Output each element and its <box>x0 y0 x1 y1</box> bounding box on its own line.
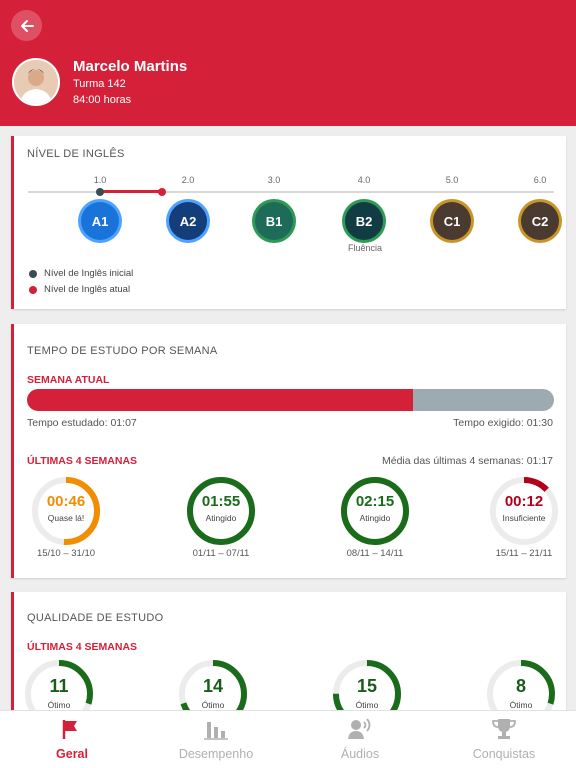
english-level-card: NÍVEL DE INGLÊS 1.0 2.0 3.0 4.0 5.0 6.0 A1 A2 B… <box>11 136 566 309</box>
required-time: Tempo exigido: 01:30 <box>453 417 553 429</box>
avatar <box>12 58 60 106</box>
week-time-value: 00:12 <box>504 493 544 510</box>
studied-time: Tempo estudado: 01:07 <box>27 417 137 429</box>
week-quality-ring: 8 Ótimo <box>485 658 557 722</box>
nav-audios-label: Áudios <box>340 747 380 761</box>
week-time-value: 02:15 <box>355 493 395 510</box>
current-week-progress-fill <box>27 389 414 411</box>
legend-current-label: Nível de Inglês atual <box>44 284 131 295</box>
study-quality-card: QUALIDADE DE ESTUDO ÚLTIMAS 4 SEMANAS 11… <box>11 592 566 722</box>
nav-desempenho-label: Desempenho <box>178 747 254 761</box>
current-week-progress-bar <box>27 389 554 411</box>
bar-chart-icon <box>204 722 228 740</box>
week-time-ring: 00:46 Quase lá! <box>30 475 102 547</box>
week-quality-ring: 14 Ótimo <box>177 658 249 722</box>
legend-initial-label: Nível de Inglês inicial <box>44 268 134 279</box>
level-badge-a1: A1 <box>81 202 119 240</box>
week-time-ring-arc <box>490 477 558 545</box>
level-badge-c1: C1 <box>433 202 471 240</box>
week-quality-ring-arc <box>25 660 93 722</box>
week-quality-status: Ótimo <box>47 700 71 710</box>
week-date-range: 15/11 – 21/11 <box>495 548 553 559</box>
study-time-card: TEMPO DE ESTUDO POR SEMANA SEMANA ATUAL … <box>11 324 566 578</box>
week-quality-status: Ótimo <box>201 700 225 710</box>
trophy-icon <box>492 719 516 739</box>
week-quality-value: 15 <box>356 676 378 696</box>
user-class: Turma 142 <box>73 78 126 90</box>
week-quality-value: 11 <box>49 676 69 696</box>
level-badge-a2: A2 <box>169 202 207 240</box>
study-quality-title: QUALIDADE DE ESTUDO <box>27 612 164 624</box>
week-date-range: 08/11 – 14/11 <box>346 548 404 559</box>
level-progress-line <box>100 190 162 193</box>
study-time-title: TEMPO DE ESTUDO POR SEMANA <box>27 345 218 357</box>
nav-conquistas-label: Conquistas <box>472 747 536 761</box>
week-time-status: Insuficiente <box>502 513 546 523</box>
week-time-ring: 00:12 Insuficiente <box>488 475 560 547</box>
bottom-navigation: Geral Desempenho Áudios Conquistas <box>0 710 576 768</box>
fluency-label: Fluência <box>347 243 383 253</box>
level-badge-c2: C2 <box>521 202 559 240</box>
week-time-ring-arc <box>187 477 255 545</box>
arrow-left-icon <box>20 19 34 32</box>
week-time-value: 01:55 <box>201 493 241 510</box>
nav-desempenho[interactable]: Desempenho <box>144 711 288 768</box>
week-quality-ring: 11 Ótimo <box>23 658 95 722</box>
legend-initial-dot <box>29 269 37 278</box>
legend-current: Nível de Inglês atual <box>29 284 130 295</box>
legend-current-dot <box>29 285 37 294</box>
level-tick: 2.0 <box>181 175 195 185</box>
week-quality-status: Ótimo <box>355 700 379 710</box>
level-tick: 4.0 <box>357 175 371 185</box>
user-hours: 84:00 horas <box>73 94 132 106</box>
week-quality-value: 8 <box>515 676 526 696</box>
quality-last-weeks-label: ÚLTIMAS 4 SEMANAS <box>27 641 138 653</box>
last-weeks-label: ÚLTIMAS 4 SEMANAS <box>27 455 138 467</box>
speaking-person-icon <box>348 718 371 739</box>
week-time-status: Quase lá! <box>47 513 85 523</box>
week-time-status: Atingido <box>359 513 391 523</box>
current-level-marker <box>157 188 166 196</box>
week-quality-ring-arc <box>179 660 247 722</box>
week-time-ring: 02:15 Atingido <box>339 475 411 547</box>
week-time-status: Atingido <box>205 513 237 523</box>
level-scale-line <box>28 191 554 193</box>
nav-geral[interactable]: Geral <box>0 711 144 768</box>
user-name: Marcelo Martins <box>73 58 188 75</box>
week-time-value: 00:46 <box>46 493 86 510</box>
week-quality-ring-arc <box>487 660 555 722</box>
flag-icon <box>62 720 77 739</box>
level-badge-b2: B2 <box>345 202 383 240</box>
nav-conquistas[interactable]: Conquistas <box>432 711 576 768</box>
current-week-label: SEMANA ATUAL <box>27 374 110 386</box>
week-date-range: 01/11 – 07/11 <box>192 548 250 559</box>
week-quality-ring: 15 Ótimo <box>331 658 403 722</box>
level-tick: 3.0 <box>267 175 281 185</box>
nav-audios[interactable]: Áudios <box>288 711 432 768</box>
nav-geral-label: Geral <box>56 747 88 761</box>
back-button[interactable] <box>11 10 42 41</box>
level-badge-b1: B1 <box>255 202 293 240</box>
profile-header: Marcelo Martins Turma 142 84:00 horas <box>0 0 576 126</box>
week-time-ring: 01:55 Atingido <box>185 475 257 547</box>
english-level-title: NÍVEL DE INGLÊS <box>27 148 125 160</box>
average-time: Média das últimas 4 semanas: 01:17 <box>381 455 553 467</box>
initial-level-marker <box>96 188 104 196</box>
week-date-range: 15/10 – 31/10 <box>36 548 96 559</box>
level-tick: 5.0 <box>445 175 459 185</box>
week-time-ring-arc <box>341 477 409 545</box>
week-quality-value: 14 <box>202 676 224 696</box>
level-tick: 1.0 <box>93 175 107 185</box>
legend-initial: Nível de Inglês inicial <box>29 268 133 279</box>
level-tick: 6.0 <box>533 175 547 185</box>
week-quality-status: Ótimo <box>509 700 533 710</box>
week-time-ring-arc <box>32 477 100 545</box>
week-quality-ring-arc <box>333 660 401 722</box>
